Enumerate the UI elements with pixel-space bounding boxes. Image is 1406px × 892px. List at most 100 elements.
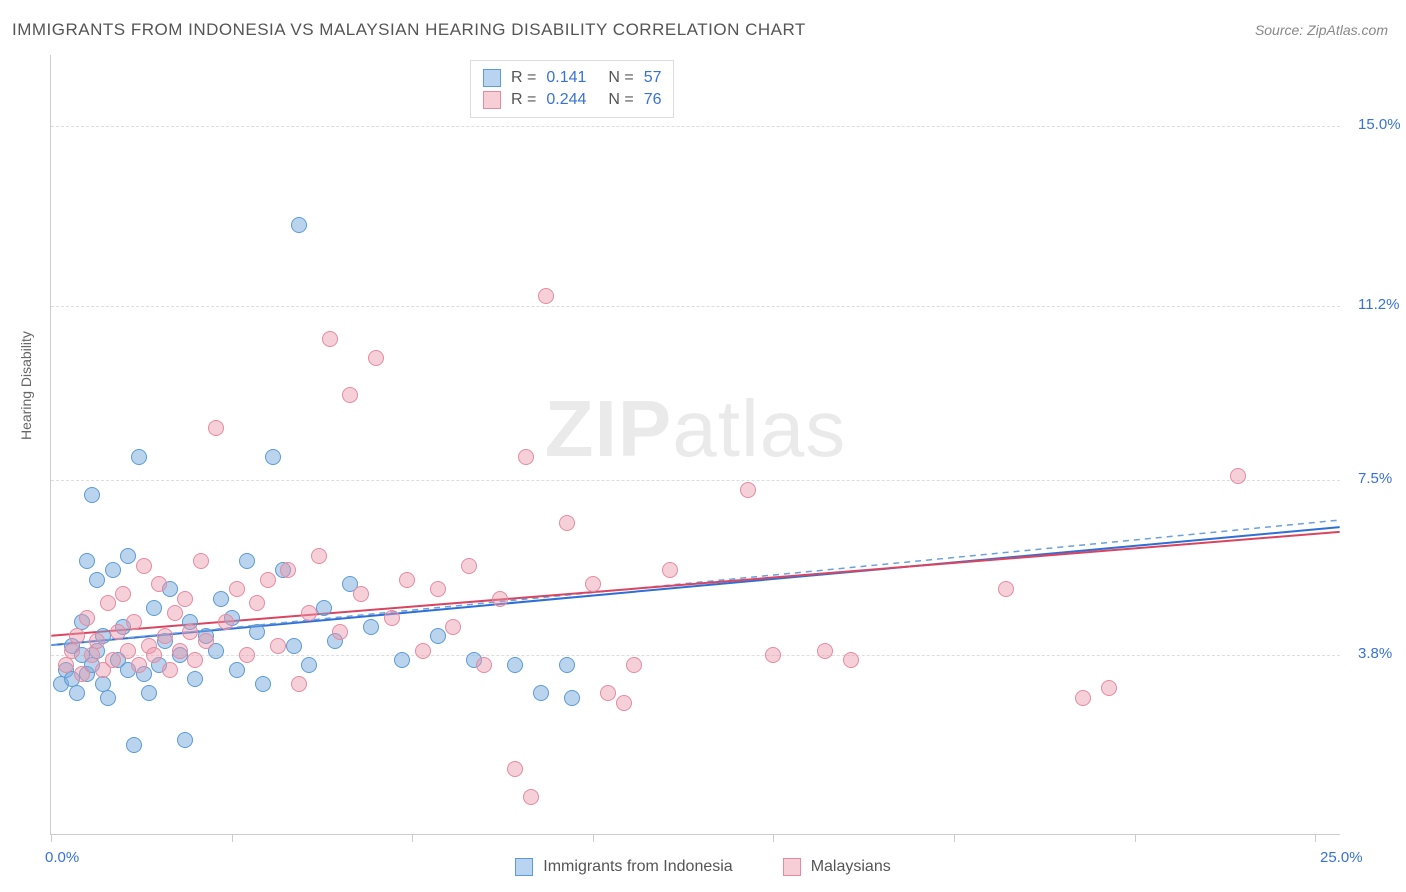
legend-swatch [483, 91, 501, 109]
data-point [79, 610, 95, 626]
data-point [89, 572, 105, 588]
data-point [84, 487, 100, 503]
data-point [193, 553, 209, 569]
data-point [115, 586, 131, 602]
data-point [146, 647, 162, 663]
data-point [126, 614, 142, 630]
legend-correlation: R =0.141N =57R =0.244N =76 [470, 60, 674, 118]
data-point [301, 657, 317, 673]
data-point [415, 643, 431, 659]
data-point [69, 628, 85, 644]
data-point [1101, 680, 1117, 696]
data-point [322, 331, 338, 347]
data-point [100, 690, 116, 706]
x-tick [773, 834, 774, 842]
y-tick-label: 3.8% [1358, 645, 1392, 662]
x-axis-max-label: 25.0% [1320, 849, 1363, 866]
source-label: Source: ZipAtlas.com [1255, 22, 1388, 38]
r-value: 0.141 [546, 69, 598, 87]
data-point [255, 676, 271, 692]
gridline [51, 480, 1340, 481]
data-point [239, 647, 255, 663]
data-point [998, 581, 1014, 597]
data-point [131, 657, 147, 673]
y-axis-label: Hearing Disability [18, 331, 34, 440]
legend-series-label: Immigrants from Indonesia [543, 858, 732, 876]
legend-correlation-row: R =0.244N =76 [483, 89, 661, 111]
data-point [239, 553, 255, 569]
data-point [559, 515, 575, 531]
data-point [280, 562, 296, 578]
data-point [260, 572, 276, 588]
data-point [1230, 468, 1246, 484]
data-point [765, 647, 781, 663]
data-point [84, 647, 100, 663]
data-point [79, 553, 95, 569]
data-point [177, 732, 193, 748]
data-point [120, 643, 136, 659]
data-point [843, 652, 859, 668]
x-tick [232, 834, 233, 842]
r-value: 0.244 [546, 91, 598, 109]
data-point [363, 619, 379, 635]
x-tick [1135, 834, 1136, 842]
data-point [817, 643, 833, 659]
data-point [249, 624, 265, 640]
data-point [64, 643, 80, 659]
data-point [394, 652, 410, 668]
legend-swatch [483, 69, 501, 87]
data-point [105, 652, 121, 668]
data-point [172, 643, 188, 659]
data-point [1075, 690, 1091, 706]
data-point [476, 657, 492, 673]
n-value: 57 [644, 69, 662, 87]
data-point [585, 576, 601, 592]
n-label: N = [608, 91, 633, 109]
data-point [507, 657, 523, 673]
data-point [332, 624, 348, 640]
data-point [146, 600, 162, 616]
y-tick-label: 11.2% [1358, 296, 1399, 313]
data-point [342, 387, 358, 403]
data-point [430, 628, 446, 644]
legend-series-item: Immigrants from Indonesia [515, 858, 732, 876]
data-point [198, 633, 214, 649]
legend-series-label: Malaysians [811, 858, 891, 876]
data-point [399, 572, 415, 588]
data-point [384, 610, 400, 626]
legend-series: Immigrants from Indonesia Malaysians [0, 858, 1406, 876]
gridline [51, 126, 1340, 127]
legend-swatch [515, 858, 533, 876]
data-point [126, 737, 142, 753]
data-point [564, 690, 580, 706]
data-point [533, 685, 549, 701]
data-point [58, 657, 74, 673]
data-point [368, 350, 384, 366]
data-point [301, 605, 317, 621]
data-point [507, 761, 523, 777]
data-point [518, 449, 534, 465]
data-point [286, 638, 302, 654]
data-point [177, 591, 193, 607]
data-point [100, 595, 116, 611]
data-point [74, 666, 90, 682]
data-point [662, 562, 678, 578]
watermark: ZIPatlas [545, 383, 846, 475]
data-point [249, 595, 265, 611]
data-point [461, 558, 477, 574]
data-point [182, 624, 198, 640]
data-point [151, 576, 167, 592]
data-point [105, 562, 121, 578]
trend-lines-svg [51, 55, 1340, 834]
data-point [136, 558, 152, 574]
data-point [291, 676, 307, 692]
chart-container: IMMIGRANTS FROM INDONESIA VS MALAYSIAN H… [0, 0, 1406, 892]
data-point [131, 449, 147, 465]
data-point [265, 449, 281, 465]
x-tick [1315, 834, 1316, 842]
data-point [445, 619, 461, 635]
data-point [229, 581, 245, 597]
data-point [120, 548, 136, 564]
data-point [740, 482, 756, 498]
chart-title: IMMIGRANTS FROM INDONESIA VS MALAYSIAN H… [12, 20, 806, 40]
